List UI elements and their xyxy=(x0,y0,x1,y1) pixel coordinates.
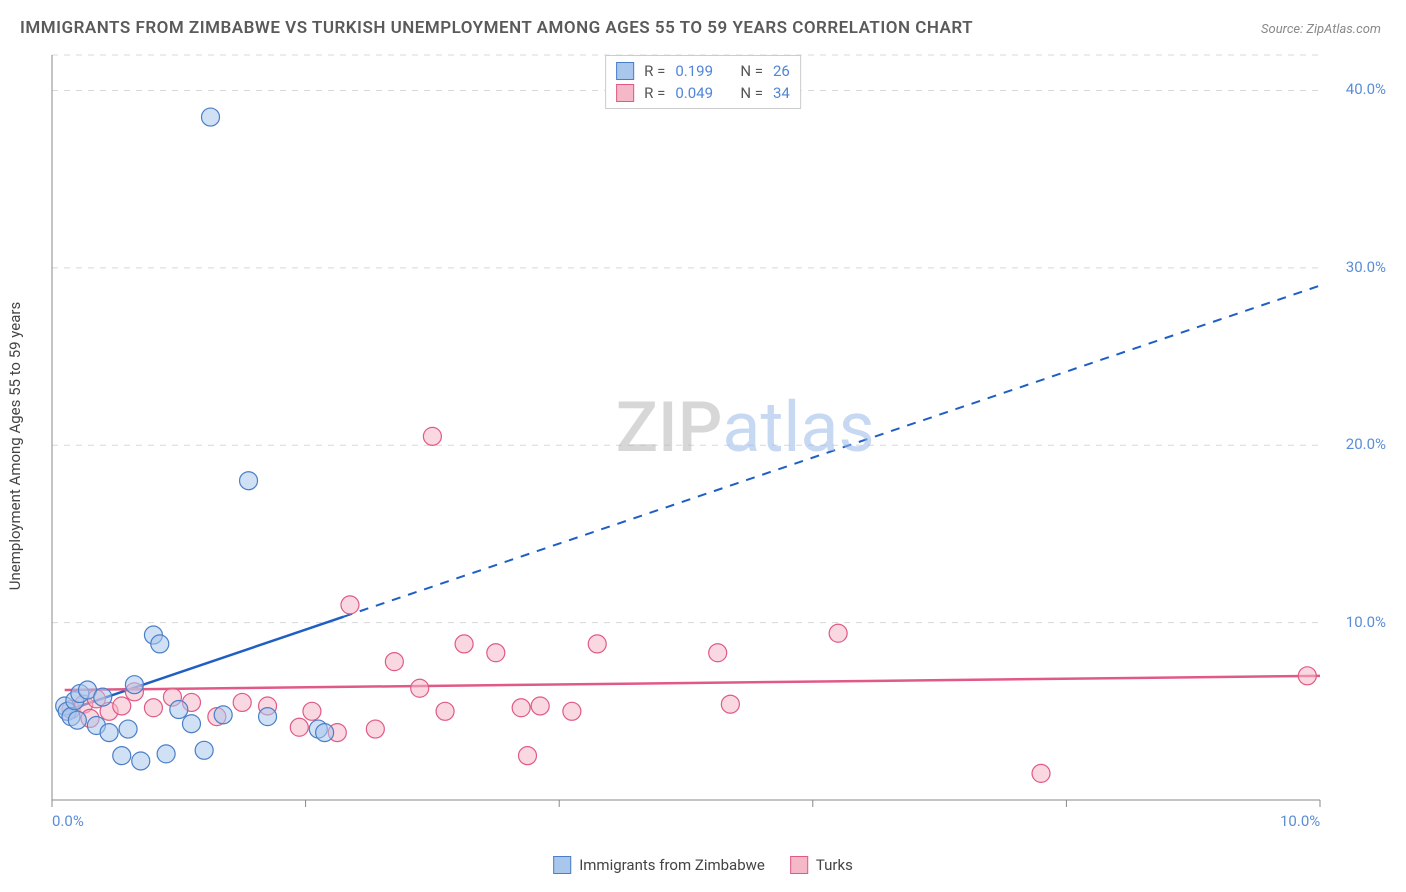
source-attribution: Source: ZipAtlas.com xyxy=(1261,22,1381,37)
legend-swatch xyxy=(790,856,808,874)
legend-series-label: Immigrants from Zimbabwe xyxy=(579,856,765,874)
legend-r-label: R = xyxy=(644,84,665,102)
legend-series-item: Turks xyxy=(790,856,853,874)
plot-area xyxy=(50,50,1380,840)
legend-r-value: 0.049 xyxy=(675,84,730,102)
legend-correlation-box: R = 0.199 N = 26 R = 0.049 N = 34 xyxy=(605,55,801,109)
legend-series-label: Turks xyxy=(816,856,853,874)
y-tick-10: 10.0% xyxy=(1346,613,1386,631)
legend-n-label: N = xyxy=(740,62,763,80)
legend-correlation-row: R = 0.199 N = 26 xyxy=(616,60,790,82)
x-tick-0: 0.0% xyxy=(52,812,84,830)
legend-swatch xyxy=(616,62,634,80)
scatter-chart-svg xyxy=(50,50,1380,840)
legend-correlation-row: R = 0.049 N = 34 xyxy=(616,82,790,104)
chart-title: IMMIGRANTS FROM ZIMBABWE VS TURKISH UNEM… xyxy=(20,18,973,38)
legend-r-value: 0.199 xyxy=(675,62,730,80)
y-tick-20: 20.0% xyxy=(1346,435,1386,453)
y-tick-40: 40.0% xyxy=(1346,80,1386,98)
x-tick-10: 10.0% xyxy=(1280,812,1320,830)
legend-n-value: 26 xyxy=(773,62,790,80)
legend-swatch xyxy=(553,856,571,874)
y-tick-30: 30.0% xyxy=(1346,258,1386,276)
y-axis-label: Unemployment Among Ages 55 to 59 years xyxy=(6,302,24,590)
legend-r-label: R = xyxy=(644,62,665,80)
legend-series-item: Immigrants from Zimbabwe xyxy=(553,856,765,874)
legend-series: Immigrants from Zimbabwe Turks xyxy=(553,856,853,874)
legend-n-value: 34 xyxy=(773,84,790,102)
legend-swatch xyxy=(616,84,634,102)
legend-n-label: N = xyxy=(740,84,763,102)
